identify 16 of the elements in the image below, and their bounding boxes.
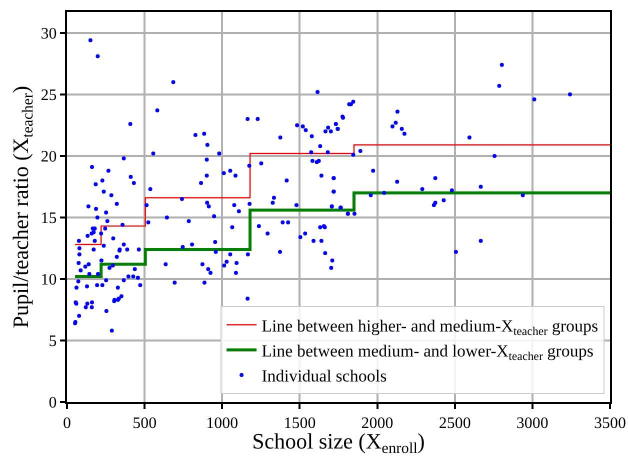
- x-tick-label: 3000: [516, 415, 548, 432]
- x-tick-label: 500: [132, 415, 157, 432]
- legend-label: Line between higher- and medium-X$_{teacher}$ groups: [262, 316, 598, 338]
- x-tick-label: 0: [63, 415, 71, 432]
- x-tick-label: 1000: [206, 415, 238, 432]
- x-tick-label: 2500: [438, 415, 471, 432]
- y-tick-label: 15: [40, 210, 57, 228]
- y-tick-label: 0: [48, 394, 57, 412]
- x-tick-label: 3500: [594, 415, 626, 432]
- y-tick-label: 10: [40, 272, 57, 289]
- y-tick-label: 5: [48, 333, 57, 350]
- legend-label: Individual schools: [262, 366, 387, 386]
- y-tick-label: 30: [40, 26, 57, 43]
- y-tick-label: 20: [40, 148, 57, 166]
- y-tick-label: 25: [40, 87, 57, 104]
- legend-label: Line between medium- and lower-X$_{teacher}$ groups: [262, 341, 594, 364]
